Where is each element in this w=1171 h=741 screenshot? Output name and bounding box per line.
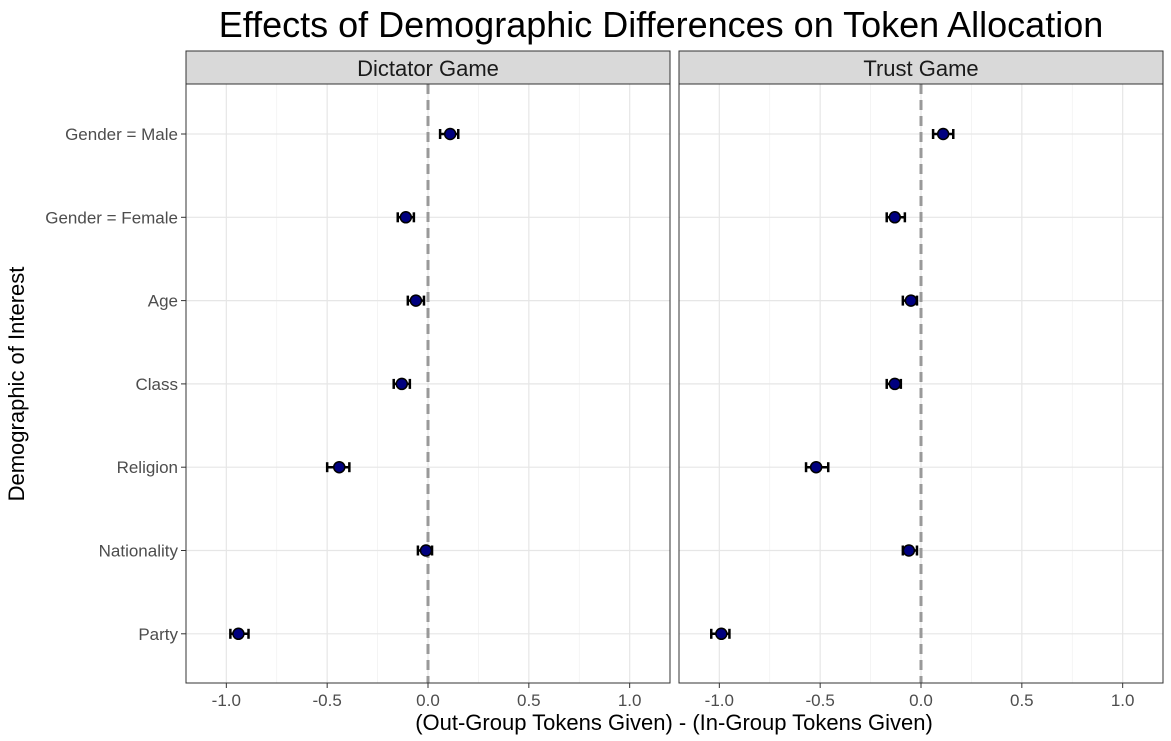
data-point-group <box>396 211 416 224</box>
data-point <box>902 544 916 557</box>
x-tick-label: 0.5 <box>1010 691 1034 710</box>
facet-panel-0: Dictator Game -1.0 -0.5 0.0 0.5 1.0 Gender = M… <box>45 50 671 710</box>
y-tick-label: Nationality <box>99 542 179 561</box>
data-point-group <box>710 627 731 641</box>
data-point-group <box>229 627 250 641</box>
data-point-group <box>406 294 426 307</box>
y-tick-label: Party <box>138 625 178 644</box>
y-tick-label: Age <box>148 292 178 311</box>
x-tick-label: 1.0 <box>618 691 642 710</box>
facet-strip <box>185 50 671 85</box>
data-point <box>809 460 823 474</box>
x-tick-label: 0.0 <box>416 691 440 710</box>
data-point-group <box>325 460 351 474</box>
x-axis-title: (Out-Group Tokens Given) - (In-Group Tok… <box>415 710 933 735</box>
facet-strip-label: Trust Game <box>863 56 978 81</box>
data-point <box>409 294 423 307</box>
facet-panel-1: Trust Game -1.0 -0.5 0.0 0.5 1.0 <box>678 50 1164 710</box>
x-tick-label: 1.0 <box>1111 691 1135 710</box>
data-point-group <box>885 211 907 224</box>
x-tick-label: -1.0 <box>705 691 734 710</box>
x-tick-label: 0.5 <box>517 691 541 710</box>
data-point <box>399 211 413 224</box>
x-tick-label: -0.5 <box>806 691 835 710</box>
data-point <box>904 294 918 307</box>
x-tick-label: 0.0 <box>909 691 933 710</box>
x-tick-label: -0.5 <box>313 691 342 710</box>
y-tick-label: Gender = Male <box>65 125 178 144</box>
data-point-group <box>438 127 460 141</box>
data-point <box>395 377 409 391</box>
data-point-group <box>392 377 412 391</box>
data-point <box>936 127 950 141</box>
data-point-group <box>804 460 830 474</box>
data-point-group <box>885 377 903 391</box>
data-point <box>333 460 346 474</box>
y-tick-label: Gender = Female <box>45 208 178 227</box>
data-point <box>888 377 902 391</box>
y-tick-label: Class <box>135 375 178 394</box>
data-point <box>232 627 245 641</box>
y-axis-title: Demographic of Interest <box>4 267 29 502</box>
data-point <box>443 127 457 141</box>
data-point-group <box>931 127 955 141</box>
data-point-group <box>416 544 434 557</box>
y-tick-label: Religion <box>117 458 178 477</box>
data-point <box>715 627 728 641</box>
data-point <box>888 211 902 224</box>
data-point <box>419 544 433 557</box>
chart-title: Effects of Demographic Differences on To… <box>219 4 1104 45</box>
facet-strip-label: Dictator Game <box>357 56 499 81</box>
x-tick-label: -1.0 <box>212 691 241 710</box>
data-point-group <box>901 294 919 307</box>
data-point-group <box>901 544 919 557</box>
